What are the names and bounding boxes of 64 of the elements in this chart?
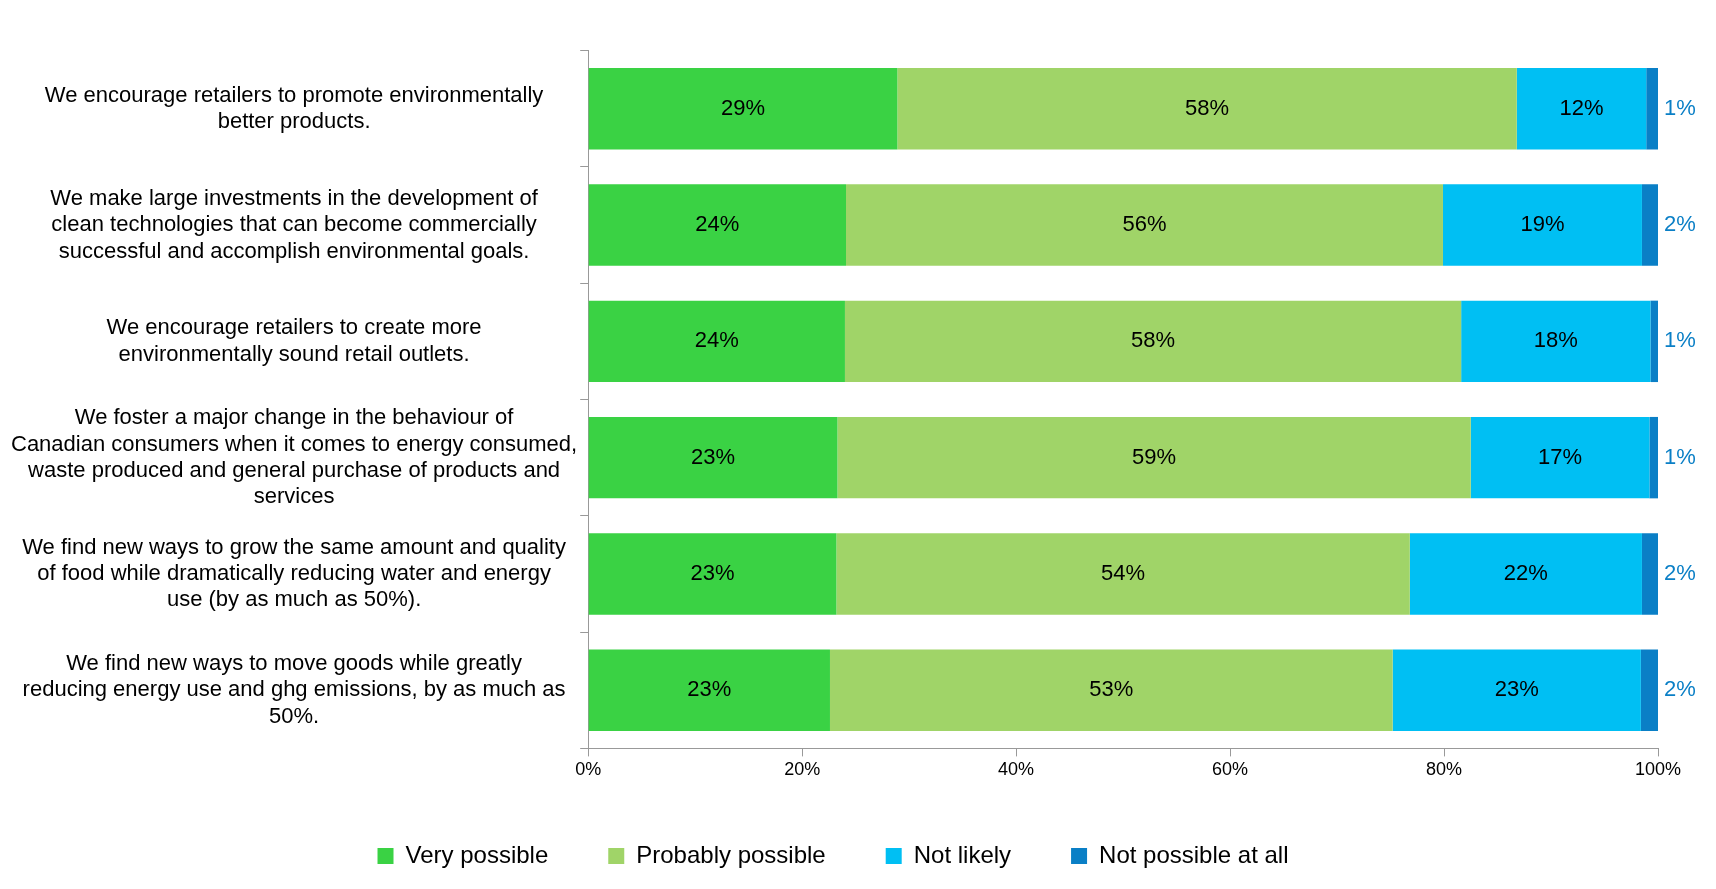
- bar: [1461, 300, 1651, 383]
- data-label: 12%: [1559, 94, 1604, 120]
- bar: [897, 68, 1517, 150]
- data-label: 2%: [1664, 560, 1696, 586]
- bar: [1409, 533, 1642, 615]
- bar: [1650, 300, 1658, 383]
- bar: [837, 416, 1471, 499]
- bar: [588, 533, 837, 615]
- data-label: 19%: [1520, 211, 1565, 237]
- legend-label: Very possible: [405, 840, 549, 868]
- bar: [1442, 184, 1642, 266]
- data-label: 59%: [1132, 443, 1177, 469]
- data-label: 23%: [690, 560, 735, 586]
- x-tick-label: 100%: [1634, 759, 1682, 780]
- y-tick-label: We make large investments in the development of clean technologies that can become commercially successful and accomplish environmental goals.: [50, 184, 539, 263]
- data-label: 22%: [1503, 560, 1548, 586]
- data-label: 54%: [1101, 560, 1146, 586]
- legend-label: Not likely: [913, 840, 1012, 868]
- legend-label: Probably possible: [636, 840, 826, 868]
- bar: [1392, 649, 1641, 731]
- bar: [1640, 649, 1658, 731]
- y-tick-label: We encourage retailers to promote environmentally better products.: [44, 81, 544, 134]
- bar: [846, 184, 1443, 266]
- data-label: 24%: [694, 327, 739, 353]
- data-label: 1%: [1664, 327, 1696, 353]
- x-tick-label: 80%: [1426, 759, 1463, 780]
- y-tick-label: We find new ways to move goods while greatly reducing energy use and ghg emissions, by as much as 50%.: [22, 649, 566, 728]
- data-label: 18%: [1533, 327, 1578, 353]
- y-tick-label: We encourage retailers to create more environmentally sound retail outlets.: [106, 314, 482, 366]
- data-label: 58%: [1131, 327, 1176, 353]
- data-label: 1%: [1664, 443, 1696, 469]
- bar: [588, 416, 838, 499]
- legend-label: Not possible at all: [1099, 840, 1289, 868]
- y-tick-label: We find new ways to grow the same amount and quality of food while dramatically reducing water and energy use (by as much as 50%).: [22, 533, 566, 612]
- data-label: 23%: [1494, 676, 1539, 702]
- bar: [1470, 416, 1650, 499]
- x-tick-label: 0%: [575, 759, 602, 780]
- bar: [588, 300, 845, 383]
- data-label: 23%: [687, 676, 732, 702]
- bar: [1646, 68, 1658, 150]
- bar: [588, 68, 898, 150]
- data-label: 53%: [1089, 676, 1134, 702]
- data-label: 23%: [691, 443, 736, 469]
- bar: [1641, 184, 1658, 266]
- data-label: 2%: [1664, 211, 1696, 237]
- bar: [1641, 533, 1658, 615]
- bar: [836, 533, 1410, 615]
- data-label: 56%: [1122, 211, 1167, 237]
- data-label: 29%: [721, 94, 766, 120]
- x-tick-label: 40%: [998, 759, 1035, 780]
- bar: [829, 649, 1393, 731]
- data-label: 1%: [1664, 94, 1696, 120]
- bar: [588, 649, 830, 731]
- bar: [588, 184, 847, 266]
- bar: [1649, 416, 1658, 499]
- data-label: 58%: [1185, 94, 1230, 120]
- bar: [844, 300, 1462, 383]
- x-tick-label: 60%: [1212, 759, 1249, 780]
- data-label: 17%: [1538, 443, 1583, 469]
- x-tick-label: 20%: [784, 759, 821, 780]
- data-label: 24%: [695, 211, 740, 237]
- bar: [1516, 68, 1647, 150]
- data-label: 2%: [1664, 676, 1696, 702]
- y-tick-label: We foster a major change in the behaviour of Canadian consumers when it comes to energy consumed, waste produced and general purchase of products and services: [10, 404, 578, 509]
